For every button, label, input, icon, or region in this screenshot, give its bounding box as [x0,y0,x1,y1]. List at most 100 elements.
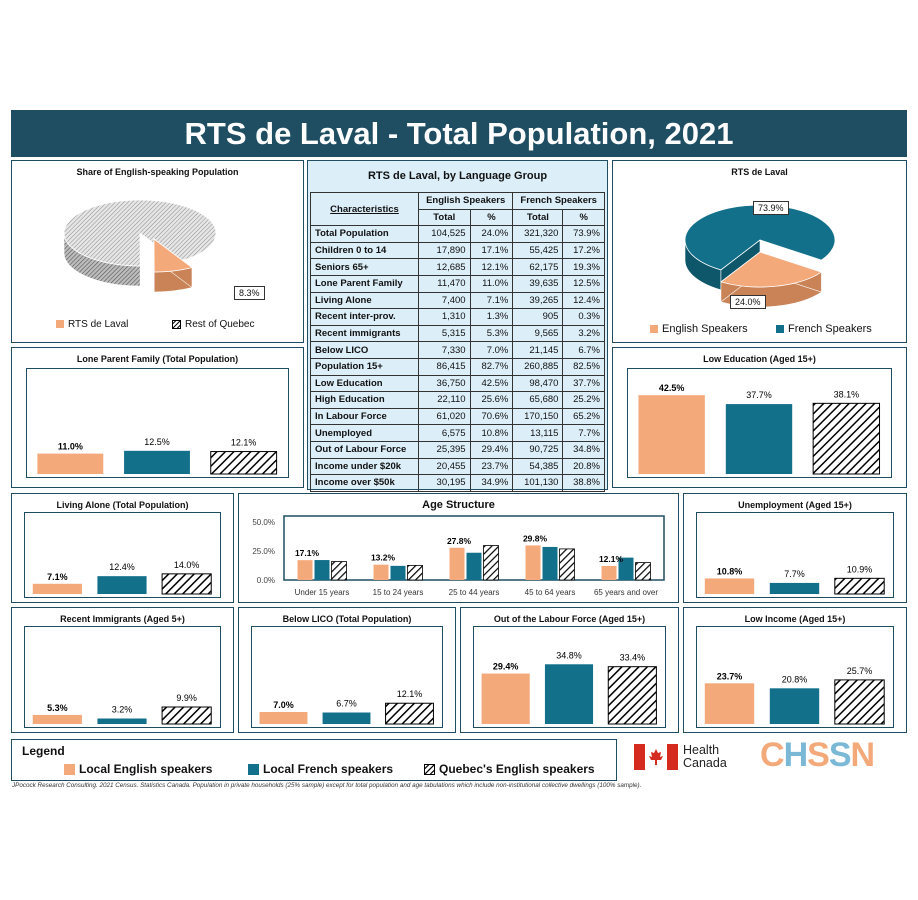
bar-french [542,546,558,580]
bar-french [97,576,147,594]
cell-english-pct: 42.5% [469,374,514,393]
cell-french-total: 101,130 [512,474,564,492]
bar-quebec [483,545,499,581]
health-canada-text-1: Health [683,743,720,757]
cell-english-total: 86,415 [418,357,471,376]
bar-french [97,718,147,724]
bar-french [314,560,330,580]
col-pct-french: % [562,208,605,227]
swatch-orange [650,325,658,334]
chart-title: Below LICO (Total Population) [282,614,412,624]
bar-english [704,683,755,724]
alone-bars-svg: 7.1% 12.4% 14.0% [32,560,212,595]
cell-french-pct: 38.8% [562,474,605,492]
bar-quebec [331,561,347,581]
row-label: Living Alone [310,291,419,310]
table-row: High Education 22,110 25.6% 65,680 25.2% [310,391,605,409]
age-structure-title: Age Structure [422,499,495,511]
bar-french [124,450,190,474]
row-label: Below LICO [310,341,419,359]
bar-quebec [834,679,885,725]
bar-data-label: 10.8% [717,566,743,576]
share-pie-legend-laval: RTS de Laval [56,319,128,330]
table-row: Out of Labour Force 25,395 29.4% 90,725 34.8… [310,440,605,459]
row-label: Out of Labour Force [310,440,419,459]
cell-english-total: 36,750 [418,374,471,393]
canada-flag-icon [634,744,678,770]
language-table: Characteristics English Speakers French … [310,191,605,492]
chart-title: Unemployment (Aged 15+) [738,500,852,510]
table-row: Recent immigrants 5,315 5.3% 9,565 3.2% [310,324,605,343]
table-row: Below LICO 7,330 7.0% 21,145 6.7% [310,341,605,359]
y-tick-label: 25.0% [252,547,275,556]
chart-title: Low Income (Aged 15+) [744,614,846,624]
share-pie-panel: Share of English-speaking Population 8.3… [11,160,304,343]
bar-french [618,557,634,580]
bar-english [373,564,389,580]
swatch-hatch [423,763,436,776]
bar-data-label: 29.8% [523,533,548,543]
chssn-text: CHSSN [760,736,876,774]
row-label: Recent immigrants [310,324,419,343]
cell-french-pct: 12.5% [562,274,605,293]
cell-english-pct: 29.4% [469,440,514,459]
legend-label: Local French speakers [263,762,394,776]
chart-title: Low Education (Aged 15+) [703,354,816,364]
alone-chart-panel: Living Alone (Total Population) 7.1% 12.4%… [11,493,234,603]
lowedu-bars-svg: 42.5% 37.7% 38.1% [638,383,881,475]
chart-title: Out of the Labour Force (Aged 15+) [493,614,646,624]
pie-slice-rest-of-quebec [63,199,217,287]
cell-english-pct: 24.0% [469,225,514,243]
cell-french-pct: 82.5% [562,357,605,376]
col-pct-english: % [469,208,514,227]
cell-french-total: 98,470 [512,374,564,393]
cell-english-total: 6,575 [418,424,471,442]
table-row: Lone Parent Family 11,470 11.0% 39,635 12.5% [310,274,605,293]
legend-title: Legend [22,744,65,758]
cell-french-total: 54,385 [512,457,564,476]
cell-english-pct: 7.1% [469,291,514,310]
cell-english-total: 1,310 [418,308,471,326]
chssn-letter: S [828,736,852,774]
bar-quebec [407,564,423,581]
plot-area: 7.1% 12.4% 14.0% [24,512,221,598]
bar-data-label: 29.4% [493,662,519,672]
legend-label: Quebec's English speakers [439,762,595,776]
bar-french [390,565,406,580]
bar-data-label: 7.7% [784,569,805,579]
table-row: Unemployed 6,575 10.8% 13,115 7.7% [310,424,605,442]
swatch-hatch [171,319,182,330]
x-tick-label: 15 to 24 years [373,588,424,597]
cell-french-total: 90,725 [512,440,564,459]
chssn-letter: H [783,736,809,774]
bar-english [525,545,541,580]
bar-english [297,560,313,580]
table-row: Population 15+ 86,415 82.7% 260,885 82.5% [310,357,605,376]
bar-data-label: 14.0% [174,560,200,570]
lone-chart-panel: Lone Parent Family (Total Population) 11.… [11,347,304,488]
table-row: Children 0 to 14 17,890 17.1% 55,425 17.2% [310,241,605,260]
plot-area: 23.7% 20.8% 25.7% [696,626,894,728]
bar-data-label: 38.1% [834,389,860,399]
legend-label: French Speakers [788,323,872,335]
bar-data-label: 5.3% [47,703,68,713]
cell-english-total: 104,525 [418,225,471,243]
bar-data-label: 12.5% [144,437,170,447]
swatch-teal [776,325,784,334]
swatch-orange [64,764,75,776]
cell-english-total: 22,110 [418,391,471,409]
language-table-wrap: Characteristics English Speakers French … [310,191,605,492]
cell-french-pct: 17.2% [562,241,605,260]
col-characteristics: Characteristics [310,191,419,227]
cell-french-pct: 7.7% [562,424,605,442]
swatch-teal [248,764,259,776]
chssn-letter: N [850,736,876,774]
cell-french-pct: 19.3% [562,258,605,276]
cell-english-total: 25,395 [418,440,471,459]
cell-english-total: 7,330 [418,341,471,359]
cell-french-pct: 65.2% [562,407,605,426]
bar-french [725,404,793,474]
bar-english [638,395,705,474]
unemp-bars-svg: 10.8% 7.7% 10.9% [704,564,885,595]
bar-data-label: 13.2% [371,553,396,563]
